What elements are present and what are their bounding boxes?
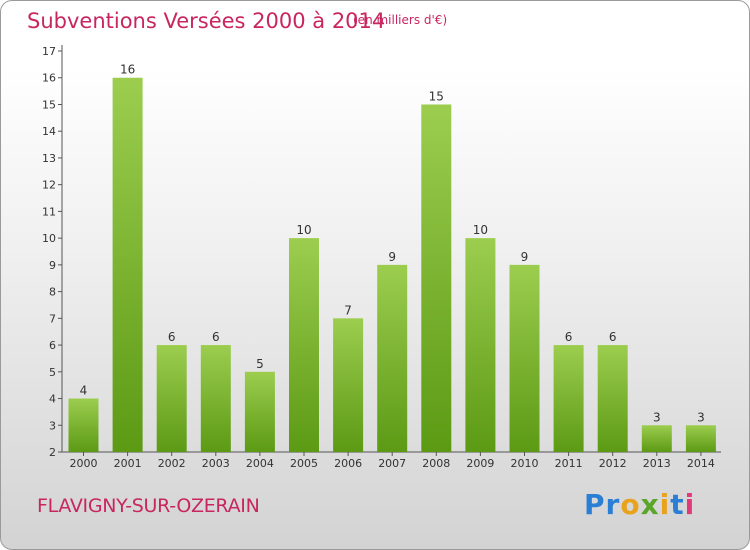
bar-2006 [333, 318, 364, 452]
y-tick-label: 4 [49, 393, 56, 406]
x-tick-label: 2005 [290, 457, 318, 470]
proxiti-logo: Proxiti [584, 488, 695, 521]
data-label: 10 [296, 223, 311, 237]
chart-unit-label: (en milliers d'€) [353, 13, 448, 27]
y-tick-label: 8 [49, 286, 56, 299]
bar-2014 [685, 425, 716, 452]
bar-2008 [421, 104, 452, 452]
data-label: 7 [344, 303, 352, 317]
bar-2000 [68, 398, 99, 452]
bar-2003 [200, 345, 231, 452]
bar-2012 [597, 345, 628, 452]
chart-title: Subventions Versées 2000 à 2014 [27, 9, 386, 33]
x-tick-label: 2011 [555, 457, 583, 470]
logo-letter: r [605, 488, 621, 521]
logo-letter: i [684, 488, 696, 521]
x-tick-label: 2007 [378, 457, 406, 470]
bar-2013 [641, 425, 672, 452]
x-tick-label: 2002 [158, 457, 186, 470]
y-tick-label: 12 [42, 179, 56, 192]
logo-letter: t [670, 488, 685, 521]
data-label: 16 [120, 63, 135, 77]
data-label: 9 [388, 250, 396, 264]
x-tick-label: 2001 [114, 457, 142, 470]
data-label: 6 [565, 330, 573, 344]
y-tick-label: 6 [49, 339, 56, 352]
logo-letter: P [584, 488, 606, 521]
y-tick-label: 11 [42, 205, 56, 218]
data-label: 6 [609, 330, 617, 344]
y-tick-label: 10 [42, 232, 56, 245]
data-label: 4 [80, 384, 88, 398]
x-tick-label: 2010 [511, 457, 539, 470]
y-tick-label: 3 [49, 419, 56, 432]
chart-bars [68, 77, 716, 452]
y-tick-label: 16 [42, 72, 56, 85]
x-tick-label: 2008 [422, 457, 450, 470]
x-tick-label: 2003 [202, 457, 230, 470]
x-tick-label: 2013 [643, 457, 671, 470]
x-tick-label: 2009 [466, 457, 494, 470]
y-tick-label: 14 [42, 125, 56, 138]
data-label: 10 [473, 223, 488, 237]
y-tick-label: 17 [42, 45, 56, 58]
data-label: 5 [256, 357, 264, 371]
bar-2005 [289, 238, 319, 452]
bar-2002 [156, 345, 187, 452]
bar-2007 [377, 264, 408, 452]
x-tick-label: 2004 [246, 457, 274, 470]
logo-letter: x [640, 488, 660, 521]
bar-2009 [465, 238, 496, 452]
chart-labels: 4 2000 16 2001 6 2002 6 2003 5 2004 10 2005 7 2006 9 20… [70, 63, 715, 470]
y-tick-label: 7 [49, 312, 56, 325]
data-label: 3 [653, 410, 661, 424]
bar-2004 [244, 371, 275, 452]
y-tick-label: 5 [49, 366, 56, 379]
bar-2010 [509, 264, 540, 452]
data-label: 6 [212, 330, 220, 344]
bar-2001 [112, 77, 143, 452]
y-tick-label: 9 [49, 259, 56, 272]
logo-letter: i [659, 488, 671, 521]
bar-2011 [553, 345, 584, 452]
data-label: 9 [521, 250, 529, 264]
data-label: 3 [697, 410, 705, 424]
x-tick-label: 2014 [687, 457, 715, 470]
y-tick-label: 13 [42, 152, 56, 165]
y-tick-label: 15 [42, 98, 56, 111]
x-tick-label: 2000 [70, 457, 98, 470]
data-label: 15 [429, 89, 444, 103]
commune-name: FLAVIGNY-SUR-OZERAIN [37, 495, 260, 517]
y-tick-label: 2 [49, 446, 56, 459]
logo-letter: o [620, 488, 641, 521]
x-tick-label: 2012 [599, 457, 627, 470]
data-label: 6 [168, 330, 176, 344]
x-tick-label: 2006 [334, 457, 362, 470]
